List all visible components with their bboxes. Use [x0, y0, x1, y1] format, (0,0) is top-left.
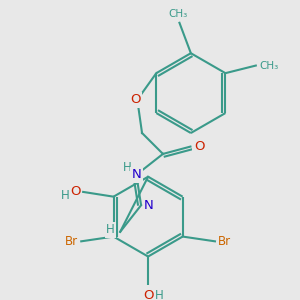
Text: O: O	[143, 289, 153, 300]
Text: O: O	[70, 185, 81, 198]
Text: O: O	[130, 93, 141, 106]
Text: N: N	[144, 199, 154, 212]
Text: H: H	[122, 161, 131, 174]
Text: CH₃: CH₃	[168, 9, 187, 19]
Text: H: H	[106, 224, 115, 236]
Text: N: N	[131, 168, 141, 181]
Text: CH₃: CH₃	[260, 61, 279, 70]
Text: H: H	[155, 289, 164, 300]
Text: Br: Br	[218, 235, 231, 248]
Text: O: O	[194, 140, 204, 153]
Text: H: H	[61, 189, 70, 202]
Text: Br: Br	[65, 235, 78, 248]
